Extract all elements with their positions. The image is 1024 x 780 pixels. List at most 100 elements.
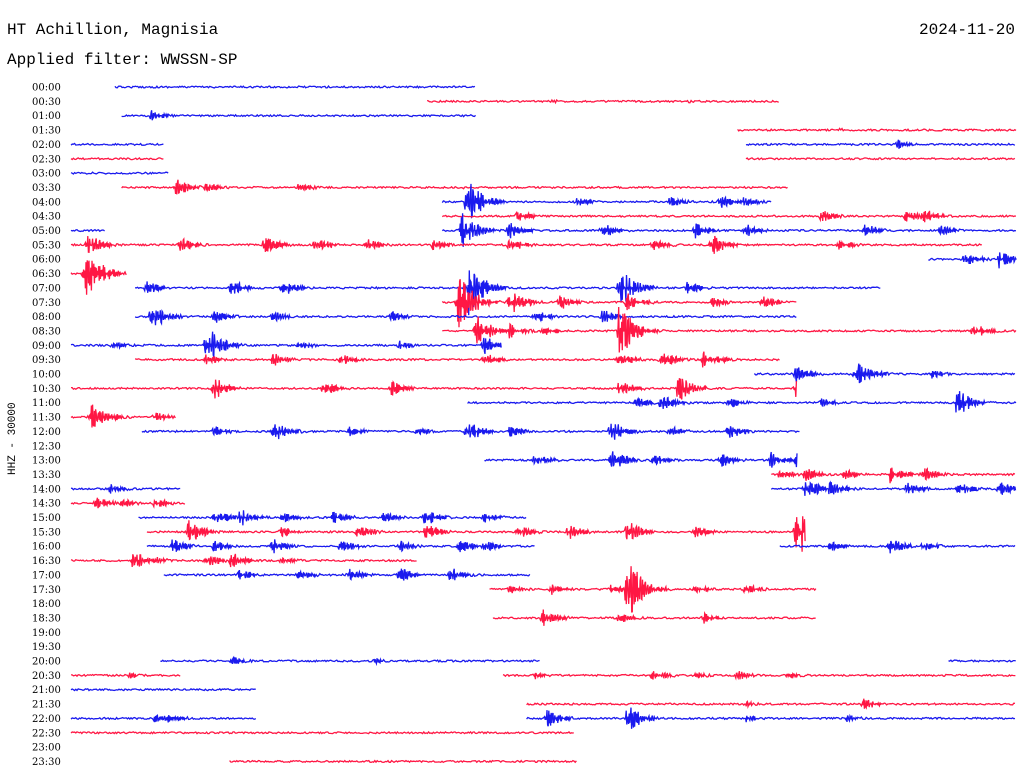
row-time-label: 07:30 <box>32 298 61 309</box>
trace-segment <box>70 171 169 175</box>
trace-segment <box>229 759 577 764</box>
trace-segment <box>138 510 527 526</box>
row-time-label: 09:00 <box>32 341 61 352</box>
row-time-label: 04:00 <box>32 197 61 208</box>
trace-segment <box>948 659 1016 663</box>
trace-segment <box>70 687 256 692</box>
row-time-label: 16:30 <box>32 556 61 567</box>
trace-segment <box>70 714 257 723</box>
trace-segment <box>146 539 535 554</box>
trace-segment <box>489 566 817 613</box>
trace-segment <box>70 156 164 161</box>
trace-segment <box>70 497 186 509</box>
row-time-label: 03:30 <box>32 183 61 194</box>
trace-segment <box>160 655 540 667</box>
row-time-label: 20:00 <box>32 657 61 668</box>
trace-segment <box>441 183 772 219</box>
row-time-label: 15:00 <box>32 513 61 524</box>
row-time-label: 21:00 <box>32 685 61 696</box>
row-time-label: 10:00 <box>32 370 61 381</box>
row-time-label: 05:00 <box>32 226 61 237</box>
row-time-label: 18:00 <box>32 599 61 610</box>
trace-segment <box>441 279 797 328</box>
record-date: 2024-11-20 <box>918 21 1015 39</box>
row-time-label: 22:30 <box>32 728 61 739</box>
trace-segment <box>771 467 1016 484</box>
trace-segment <box>70 235 982 254</box>
trace-segment <box>770 480 1017 496</box>
trace-segment <box>70 553 417 568</box>
trace-segment <box>134 270 881 316</box>
trace-segment <box>70 260 127 295</box>
row-time-label: 11:30 <box>32 413 61 424</box>
trace-segment <box>779 540 1016 554</box>
row-time-label: 13:30 <box>32 470 61 481</box>
trace-segment <box>526 707 1016 729</box>
row-time-label: 22:00 <box>32 714 61 725</box>
trace-segment <box>737 127 1017 132</box>
row-time-label: 19:30 <box>32 642 61 653</box>
row-time-label: 06:00 <box>32 255 61 266</box>
row-time-label: 01:30 <box>32 126 61 137</box>
row-time-label: 02:30 <box>32 154 61 165</box>
row-time-label: 08:30 <box>32 326 61 337</box>
trace-segment <box>753 363 1016 384</box>
row-time-label: 11:00 <box>32 398 61 409</box>
row-time-label: 23:00 <box>32 743 61 754</box>
trace-segment <box>492 609 816 626</box>
trace-segment <box>134 309 797 326</box>
row-time-label: 16:00 <box>32 542 61 553</box>
row-time-label: 10:30 <box>32 384 61 395</box>
row-time-label: 21:30 <box>32 700 61 711</box>
row-time-label: 14:00 <box>32 484 61 495</box>
row-time-label: 03:00 <box>32 169 61 180</box>
row-time-label: 17:30 <box>32 585 61 596</box>
row-time-label: 09:30 <box>32 355 61 366</box>
row-time-label: 14:30 <box>32 499 61 510</box>
row-time-label: 18:30 <box>32 613 61 624</box>
trace-segment <box>928 252 1017 269</box>
trace-segment <box>70 404 176 428</box>
trace-segment <box>441 213 1017 247</box>
row-time-label: 05:30 <box>32 240 61 251</box>
row-time-label: 06:30 <box>32 269 61 280</box>
row-time-label: 00:30 <box>32 97 61 108</box>
trace-segment <box>70 142 164 147</box>
filter-label: Applied filter: WWSSN-SP <box>7 51 238 69</box>
trace-segment <box>71 672 181 679</box>
trace-segment <box>141 423 800 440</box>
trace-segment <box>745 157 1016 161</box>
trace-segment <box>71 378 798 400</box>
trace-segment <box>70 484 181 494</box>
row-time-label: 12:30 <box>32 441 61 452</box>
trace-segment <box>502 671 1016 681</box>
row-time-label: 13:00 <box>32 456 61 467</box>
row-time-label: 23:30 <box>32 757 61 768</box>
row-time-label: 17:00 <box>32 570 61 581</box>
trace-segment <box>121 179 788 195</box>
trace-segment <box>745 139 1016 149</box>
trace-segment <box>526 698 1016 710</box>
row-time-label: 04:30 <box>32 212 61 223</box>
trace-segment <box>134 351 780 368</box>
row-time-label: 00:00 <box>32 83 61 94</box>
row-time-label: 20:30 <box>32 671 61 682</box>
trace-segment <box>70 331 502 358</box>
trace-segment <box>426 98 779 105</box>
trace-segment <box>70 228 105 233</box>
row-time-label: 08:00 <box>32 312 61 323</box>
row-time-label: 07:00 <box>32 283 61 294</box>
row-time-label: 15:30 <box>32 527 61 538</box>
row-time-label: 02:00 <box>32 140 61 151</box>
trace-segment <box>121 110 477 121</box>
station-title: HT Achillion, Magnisia <box>7 21 219 39</box>
trace-segment <box>442 306 1017 353</box>
trace-segment <box>70 730 574 735</box>
trace-segment <box>114 85 476 89</box>
trace-segment <box>146 516 806 552</box>
row-time-label: 01:00 <box>32 111 61 122</box>
trace-segment <box>441 210 1017 223</box>
row-time-label: 19:00 <box>32 628 61 639</box>
trace-segment <box>467 391 1017 413</box>
